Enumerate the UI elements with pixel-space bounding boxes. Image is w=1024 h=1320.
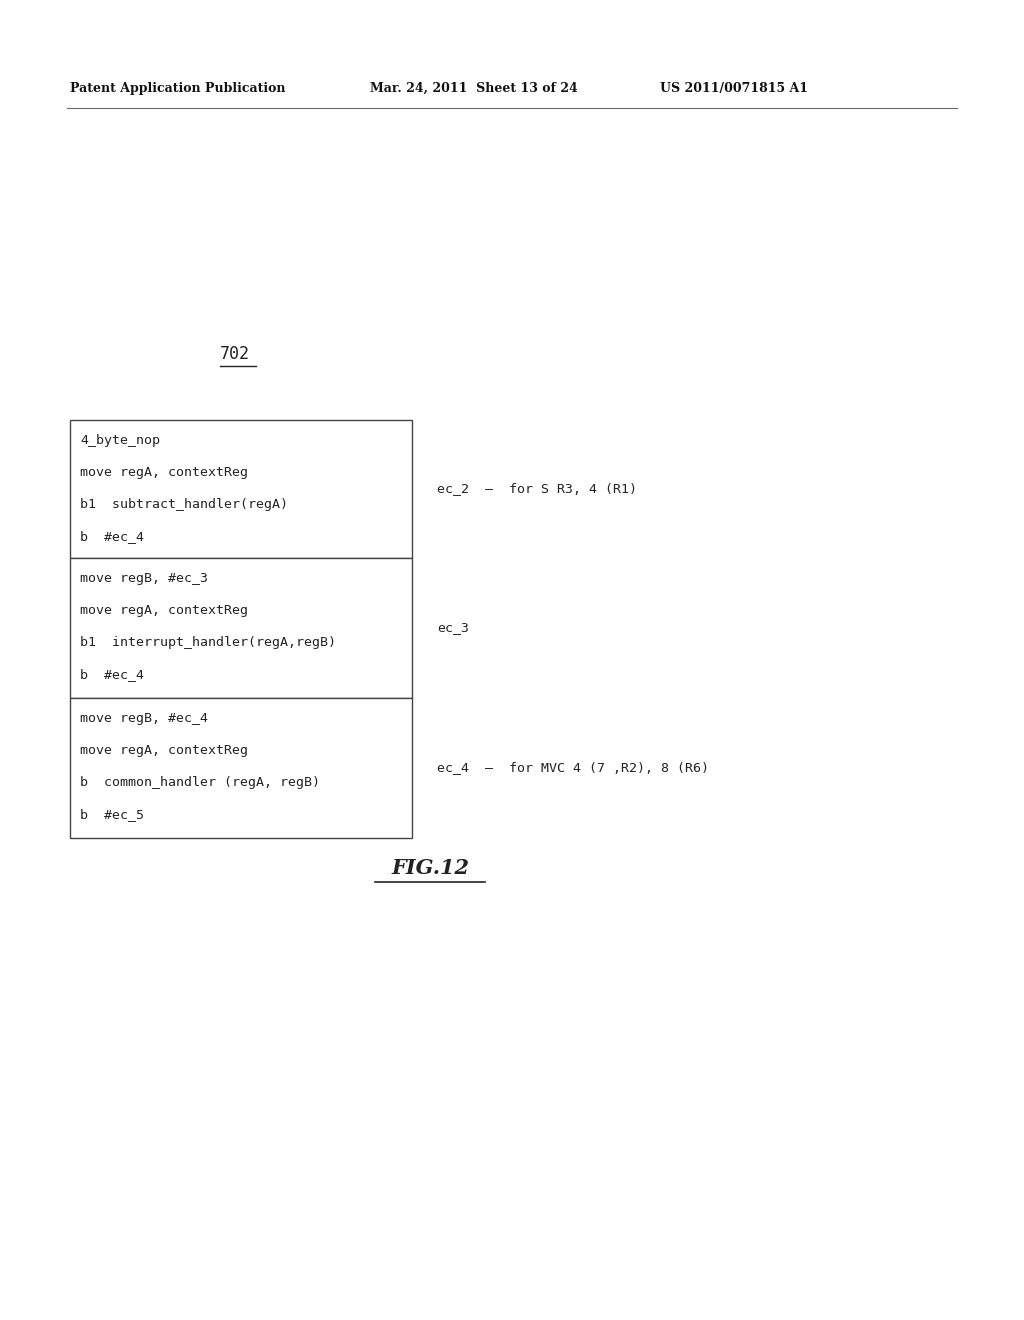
Text: US 2011/0071815 A1: US 2011/0071815 A1	[660, 82, 808, 95]
Text: ec_2  –  for S R3, 4 (R1): ec_2 – for S R3, 4 (R1)	[437, 483, 637, 495]
Text: b  #ec_5: b #ec_5	[80, 808, 144, 821]
Text: move regA, contextReg: move regA, contextReg	[80, 744, 248, 756]
Text: Mar. 24, 2011  Sheet 13 of 24: Mar. 24, 2011 Sheet 13 of 24	[370, 82, 578, 95]
Bar	[70, 420, 412, 558]
Text: b1  subtract_handler(regA): b1 subtract_handler(regA)	[80, 498, 288, 511]
Bar	[70, 558, 412, 698]
Text: move regA, contextReg: move regA, contextReg	[80, 605, 248, 616]
Text: b  #ec_4: b #ec_4	[80, 668, 144, 681]
Text: move regA, contextReg: move regA, contextReg	[80, 466, 248, 479]
Bar	[70, 698, 412, 838]
Text: move regB, #ec_4: move regB, #ec_4	[80, 711, 208, 725]
Text: Patent Application Publication: Patent Application Publication	[70, 82, 286, 95]
Text: 702: 702	[220, 345, 250, 363]
Text: move regB, #ec_3: move regB, #ec_3	[80, 572, 208, 585]
Text: b1  interrupt_handler(regA,regB): b1 interrupt_handler(regA,regB)	[80, 636, 336, 649]
Text: FIG.12: FIG.12	[391, 858, 469, 878]
Text: ec_4  –  for MVC 4 (7 ,R2), 8 (R6): ec_4 – for MVC 4 (7 ,R2), 8 (R6)	[437, 762, 709, 775]
Text: ec_3: ec_3	[437, 622, 469, 635]
Text: b  common_handler (regA, regB): b common_handler (regA, regB)	[80, 776, 319, 789]
Text: 4_byte_nop: 4_byte_nop	[80, 434, 160, 447]
Text: b  #ec_4: b #ec_4	[80, 531, 144, 543]
